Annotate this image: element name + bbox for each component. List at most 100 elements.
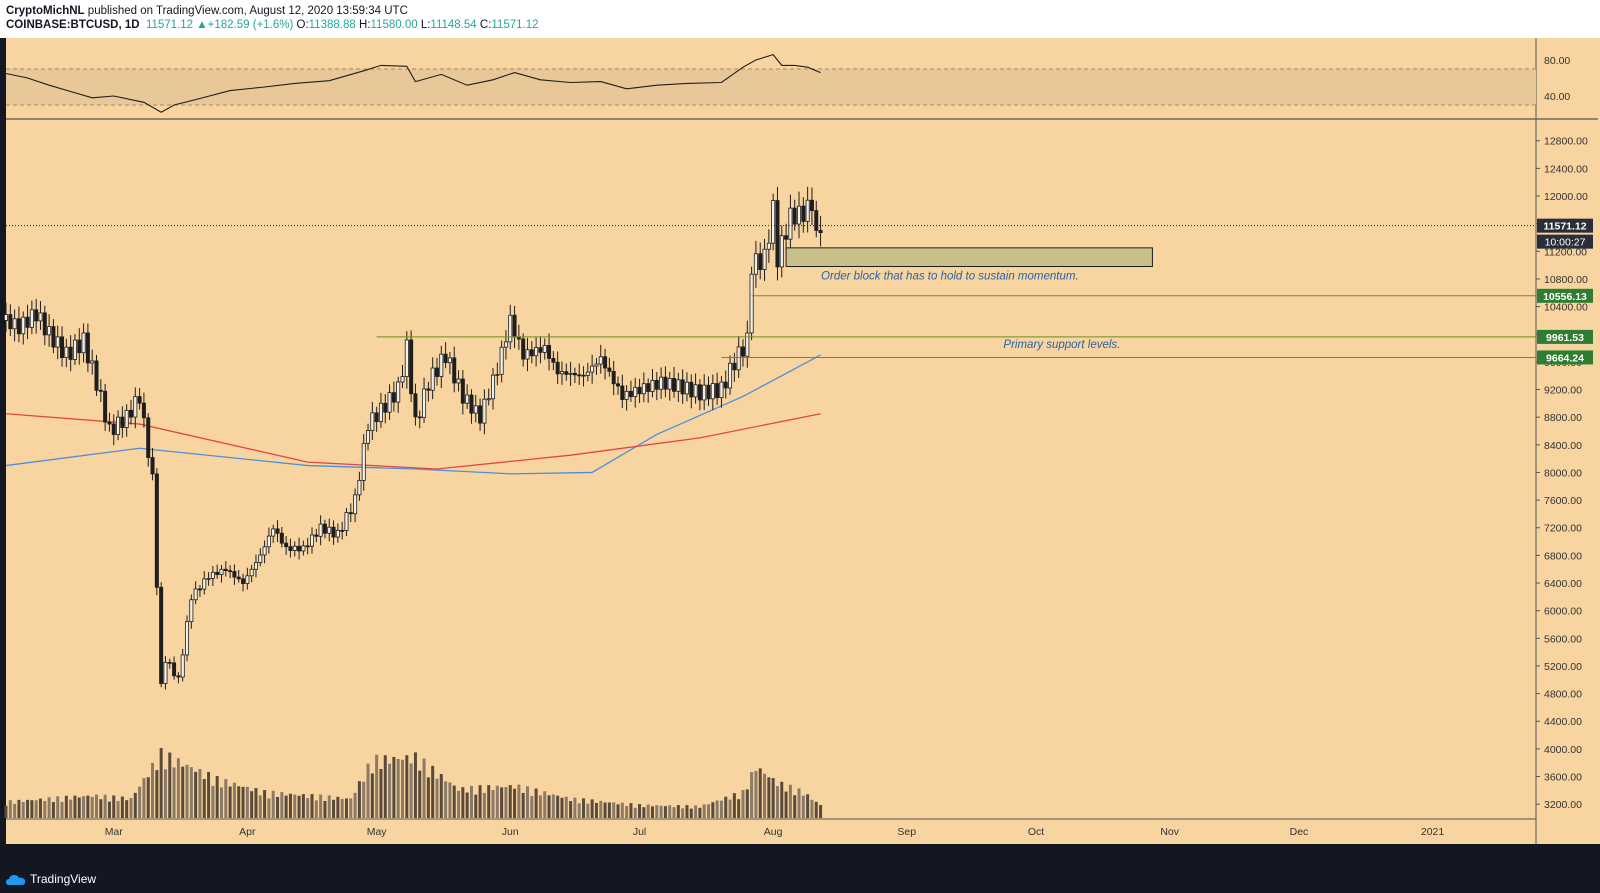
- volume-bar: [724, 796, 728, 818]
- volume-bar: [741, 790, 745, 818]
- candle-body: [396, 381, 401, 403]
- candle-body: [775, 200, 780, 268]
- candle-body: [249, 568, 254, 577]
- candle-body: [120, 416, 125, 428]
- candle-body: [650, 379, 655, 392]
- candle-body: [94, 360, 99, 391]
- volume-bar: [142, 778, 146, 818]
- volume-bar: [284, 795, 288, 818]
- candle-body: [611, 370, 616, 385]
- candle-body: [491, 374, 496, 400]
- volume-bar: [633, 807, 637, 818]
- volume-bar: [366, 763, 370, 818]
- candle-body: [814, 210, 819, 231]
- price-tick-label: 11200.00: [1544, 246, 1587, 258]
- volume-bar: [694, 805, 698, 818]
- candle-body: [253, 562, 258, 570]
- volume-bar: [254, 788, 258, 818]
- volume-bar: [461, 787, 465, 818]
- volume-bar: [668, 805, 672, 818]
- price-chart[interactable]: 80.0040.0012800.0012400.0012000.0011600.…: [0, 38, 1600, 866]
- volume-bar: [715, 800, 719, 818]
- volume-bar: [51, 802, 55, 818]
- volume-bar: [181, 766, 185, 818]
- candle-body: [189, 599, 194, 623]
- volume-bar: [189, 767, 193, 818]
- price-level-label: 11571.12: [1543, 221, 1586, 233]
- candle-body: [460, 378, 465, 404]
- volume-bar: [207, 771, 211, 818]
- price-tick-label: 9200.00: [1544, 385, 1582, 397]
- candle-body: [141, 402, 146, 419]
- candle-body: [335, 529, 340, 538]
- candle-body: [469, 394, 474, 414]
- order-block-zone: [785, 247, 1153, 268]
- volume-bar: [625, 806, 629, 818]
- volume-bar: [646, 804, 650, 818]
- candle-body: [758, 253, 763, 270]
- candle-body: [137, 396, 142, 404]
- volume-bar: [698, 807, 702, 818]
- price-tick-label: 7200.00: [1544, 523, 1582, 535]
- candle-body: [327, 526, 332, 534]
- candle-body: [547, 345, 552, 359]
- candle-body: [305, 545, 310, 548]
- candle-body: [38, 312, 43, 322]
- volume-bar: [379, 768, 383, 818]
- volume-bar: [43, 801, 47, 818]
- author-name[interactable]: CryptoMichNL: [6, 5, 85, 17]
- candle-body: [559, 371, 564, 375]
- volume-bar: [168, 752, 172, 818]
- candle-body: [430, 367, 435, 391]
- volume-bar: [383, 755, 387, 818]
- volume-bar: [327, 795, 331, 818]
- volume-bar: [707, 804, 711, 818]
- candle-body: [697, 384, 702, 401]
- candle-body: [508, 314, 513, 343]
- volume-bar: [138, 786, 142, 818]
- price-tick-label: 6800.00: [1544, 550, 1582, 562]
- volume-bar: [228, 786, 232, 818]
- candle-body: [568, 372, 573, 375]
- high-label: H:: [359, 19, 371, 31]
- close-value: 11571.12: [491, 19, 539, 31]
- candle-body: [21, 316, 26, 335]
- candle-body: [331, 526, 336, 538]
- candle-body: [34, 309, 39, 322]
- volume-bar: [77, 797, 81, 818]
- candle-body: [486, 398, 491, 401]
- volume-bar: [21, 802, 25, 818]
- price-tick-label: 6000.00: [1544, 606, 1582, 618]
- volume-bar: [763, 773, 767, 818]
- volume-bar: [388, 763, 392, 818]
- price-tick-label: 4800.00: [1544, 689, 1582, 701]
- chart-annotation: Order block that has to hold to sustain …: [821, 271, 1079, 283]
- volume-bar: [465, 792, 469, 818]
- candle-body: [503, 341, 508, 348]
- volume-bar: [810, 799, 814, 818]
- candle-body: [564, 371, 569, 375]
- volume-bar: [426, 777, 430, 818]
- candle-body: [12, 318, 17, 330]
- volume-bar: [517, 784, 521, 818]
- price-level-label: 9961.53: [1546, 332, 1584, 344]
- close-label: C:: [479, 19, 492, 31]
- volume-bar: [586, 803, 590, 818]
- candle-body: [702, 384, 707, 401]
- candle-body: [624, 390, 629, 400]
- volume-bar: [482, 792, 486, 818]
- symbol-label[interactable]: COINBASE:BTCUSD, 1D: [6, 19, 140, 31]
- price-tick-label: 12400.00: [1544, 163, 1588, 175]
- volume-bar: [323, 800, 327, 818]
- candle-body: [344, 512, 349, 531]
- tradingview-brand[interactable]: TradingView: [30, 872, 97, 886]
- candle-body: [529, 349, 534, 357]
- volume-bar: [642, 807, 646, 818]
- volume-bar: [599, 800, 603, 818]
- volume-bar: [103, 794, 107, 818]
- volume-bar: [176, 758, 180, 818]
- candle-body: [637, 386, 642, 395]
- volume-bar: [60, 801, 64, 818]
- price-tick-label: 8800.00: [1544, 412, 1582, 424]
- volume-bar: [112, 795, 116, 818]
